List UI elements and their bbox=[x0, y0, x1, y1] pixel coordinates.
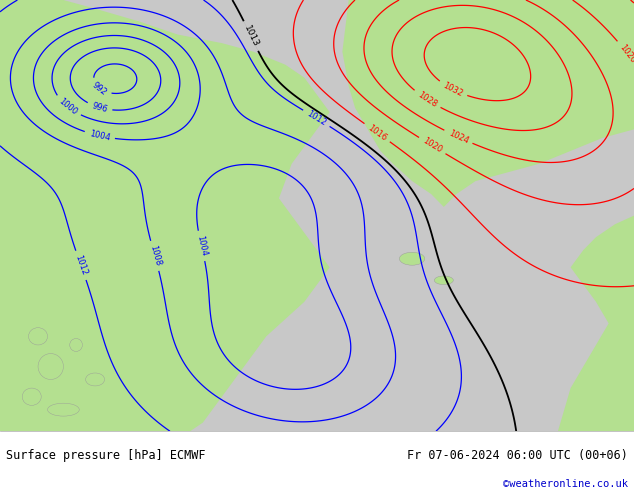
Text: 992: 992 bbox=[91, 80, 108, 97]
Text: 996: 996 bbox=[91, 101, 108, 114]
Ellipse shape bbox=[399, 252, 425, 265]
Ellipse shape bbox=[434, 276, 453, 285]
Text: 1020: 1020 bbox=[618, 42, 634, 64]
Text: 1004: 1004 bbox=[195, 235, 208, 257]
Text: 1000: 1000 bbox=[57, 97, 79, 117]
Text: 1032: 1032 bbox=[441, 80, 464, 98]
Text: 1013: 1013 bbox=[242, 24, 260, 49]
Text: Surface pressure [hPa] ECMWF: Surface pressure [hPa] ECMWF bbox=[6, 449, 206, 462]
Text: 1012: 1012 bbox=[305, 109, 328, 127]
Text: Fr 07-06-2024 06:00 UTC (00+06): Fr 07-06-2024 06:00 UTC (00+06) bbox=[407, 449, 628, 462]
Text: 1024: 1024 bbox=[447, 128, 470, 146]
Text: 1020: 1020 bbox=[421, 136, 444, 155]
Text: 1028: 1028 bbox=[416, 90, 438, 109]
Ellipse shape bbox=[70, 339, 82, 351]
Ellipse shape bbox=[22, 388, 41, 405]
Text: 1012: 1012 bbox=[73, 254, 89, 277]
Ellipse shape bbox=[29, 328, 48, 345]
Polygon shape bbox=[0, 0, 330, 431]
Ellipse shape bbox=[48, 403, 79, 416]
Text: 1008: 1008 bbox=[148, 245, 162, 267]
Text: ©weatheronline.co.uk: ©weatheronline.co.uk bbox=[503, 479, 628, 489]
Ellipse shape bbox=[38, 354, 63, 379]
Ellipse shape bbox=[86, 373, 105, 386]
Polygon shape bbox=[558, 216, 634, 431]
Polygon shape bbox=[342, 0, 634, 207]
Text: 1004: 1004 bbox=[88, 129, 111, 143]
Text: 1016: 1016 bbox=[366, 123, 389, 143]
